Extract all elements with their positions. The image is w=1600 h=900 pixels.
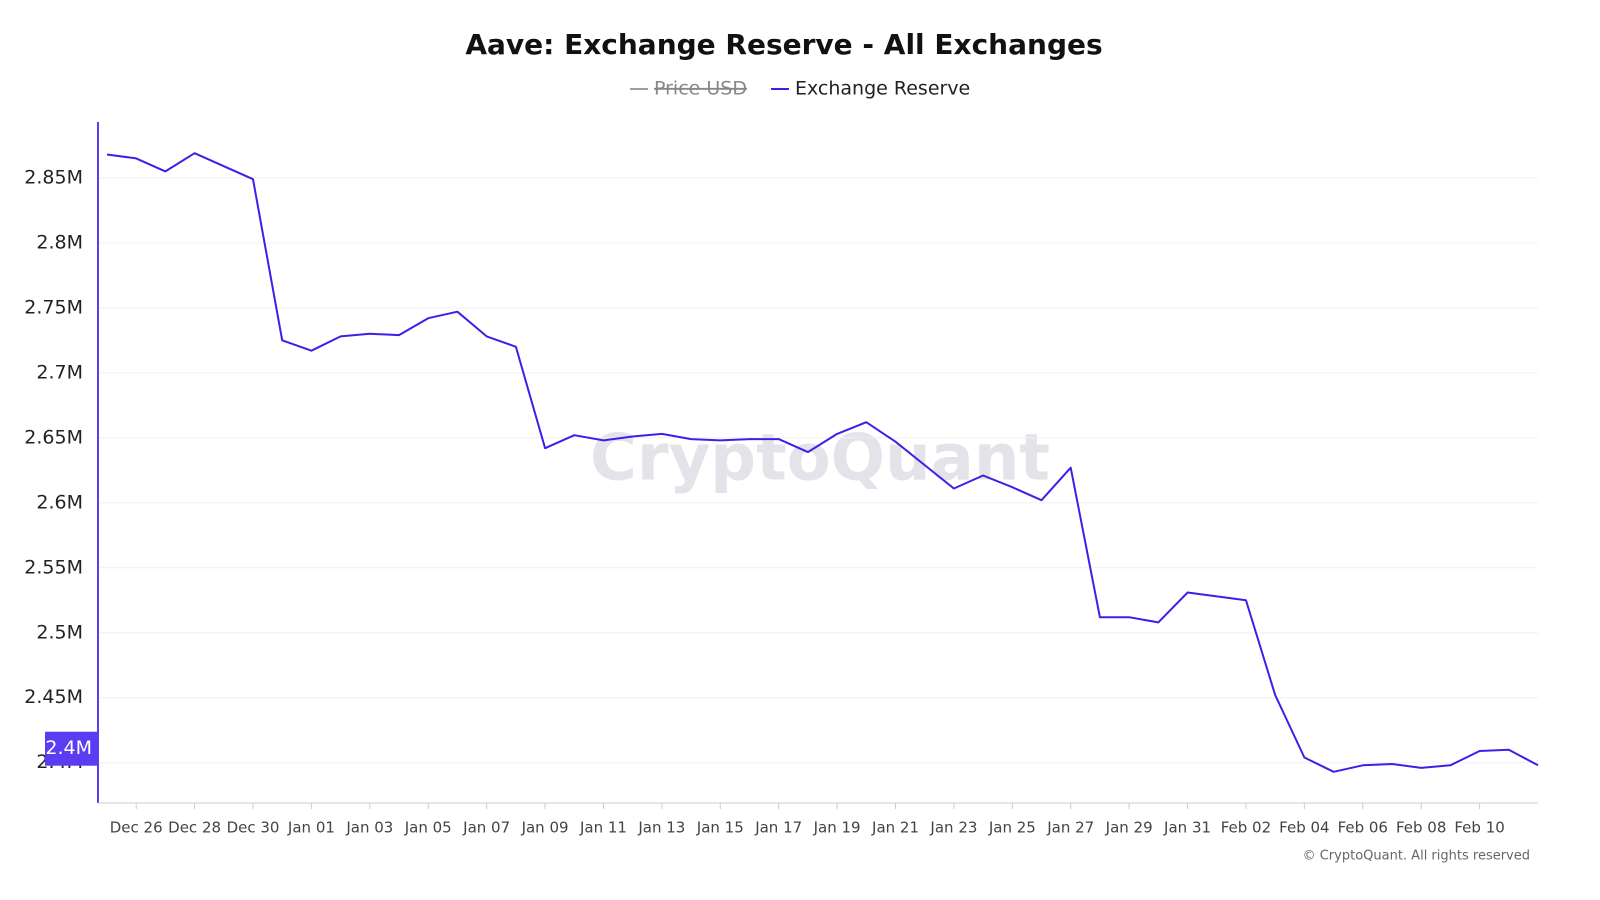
x-tick-label: Feb 10 bbox=[1454, 819, 1504, 837]
x-tick-label: Jan 13 bbox=[637, 819, 685, 837]
x-tick-label: Jan 15 bbox=[696, 819, 744, 837]
x-tick-label: Jan 31 bbox=[1163, 819, 1211, 837]
y-tick-label: 2.55M bbox=[24, 556, 83, 578]
x-tick-label: Jan 03 bbox=[345, 819, 393, 837]
credit: © CryptoQuant. All rights reserved bbox=[1303, 849, 1530, 864]
x-tick-label: Jan 01 bbox=[287, 819, 335, 837]
line-series bbox=[106, 152, 1539, 773]
x-tick-label: Jan 23 bbox=[929, 819, 977, 837]
y-tick-label: 2.75M bbox=[24, 296, 83, 318]
y-tick-label: 2.6M bbox=[36, 491, 83, 513]
watermark: CryptoQuant bbox=[590, 422, 1050, 496]
chart-title: Aave: Exchange Reserve - All Exchanges bbox=[465, 28, 1102, 61]
x-tick-label: Jan 09 bbox=[521, 819, 569, 837]
y-tick-label: 2.65M bbox=[24, 426, 83, 448]
x-tick-label: Jan 19 bbox=[813, 819, 861, 837]
x-tick-label: Dec 28 bbox=[168, 819, 221, 837]
crosshair-box bbox=[45, 731, 98, 766]
x-tick-label: Feb 02 bbox=[1221, 819, 1271, 837]
x-tick-label: Jan 25 bbox=[988, 819, 1036, 837]
y-tick-label: 2.5M bbox=[36, 621, 83, 643]
x-tick-label: Jan 11 bbox=[579, 819, 627, 837]
x-tick-label: Jan 07 bbox=[462, 819, 510, 837]
x-tick-label: Jan 05 bbox=[404, 819, 452, 837]
y-tick-label: 2.7M bbox=[36, 361, 83, 383]
x-tick-label: Dec 30 bbox=[227, 819, 280, 837]
x-tick-label: Jan 17 bbox=[754, 819, 802, 837]
x-tick-label: Dec 26 bbox=[110, 819, 163, 837]
x-tick-label: Jan 29 bbox=[1105, 819, 1153, 837]
x-tick-label: Jan 21 bbox=[871, 819, 919, 837]
y-tick-label: 2.45M bbox=[24, 686, 83, 708]
x-tick-label: Feb 08 bbox=[1396, 819, 1446, 837]
x-tick-label: Jan 27 bbox=[1046, 819, 1094, 837]
crosshair-label: 2.4M bbox=[45, 737, 92, 759]
legend-label[interactable]: Exchange Reserve bbox=[795, 78, 970, 100]
y-tick-label: 2.85M bbox=[24, 166, 83, 188]
x-tick-label: Feb 04 bbox=[1279, 819, 1329, 837]
x-tick-label: Feb 06 bbox=[1338, 819, 1388, 837]
y-tick-label: 2.8M bbox=[36, 231, 83, 253]
legend-label[interactable]: Price USD bbox=[654, 78, 747, 100]
